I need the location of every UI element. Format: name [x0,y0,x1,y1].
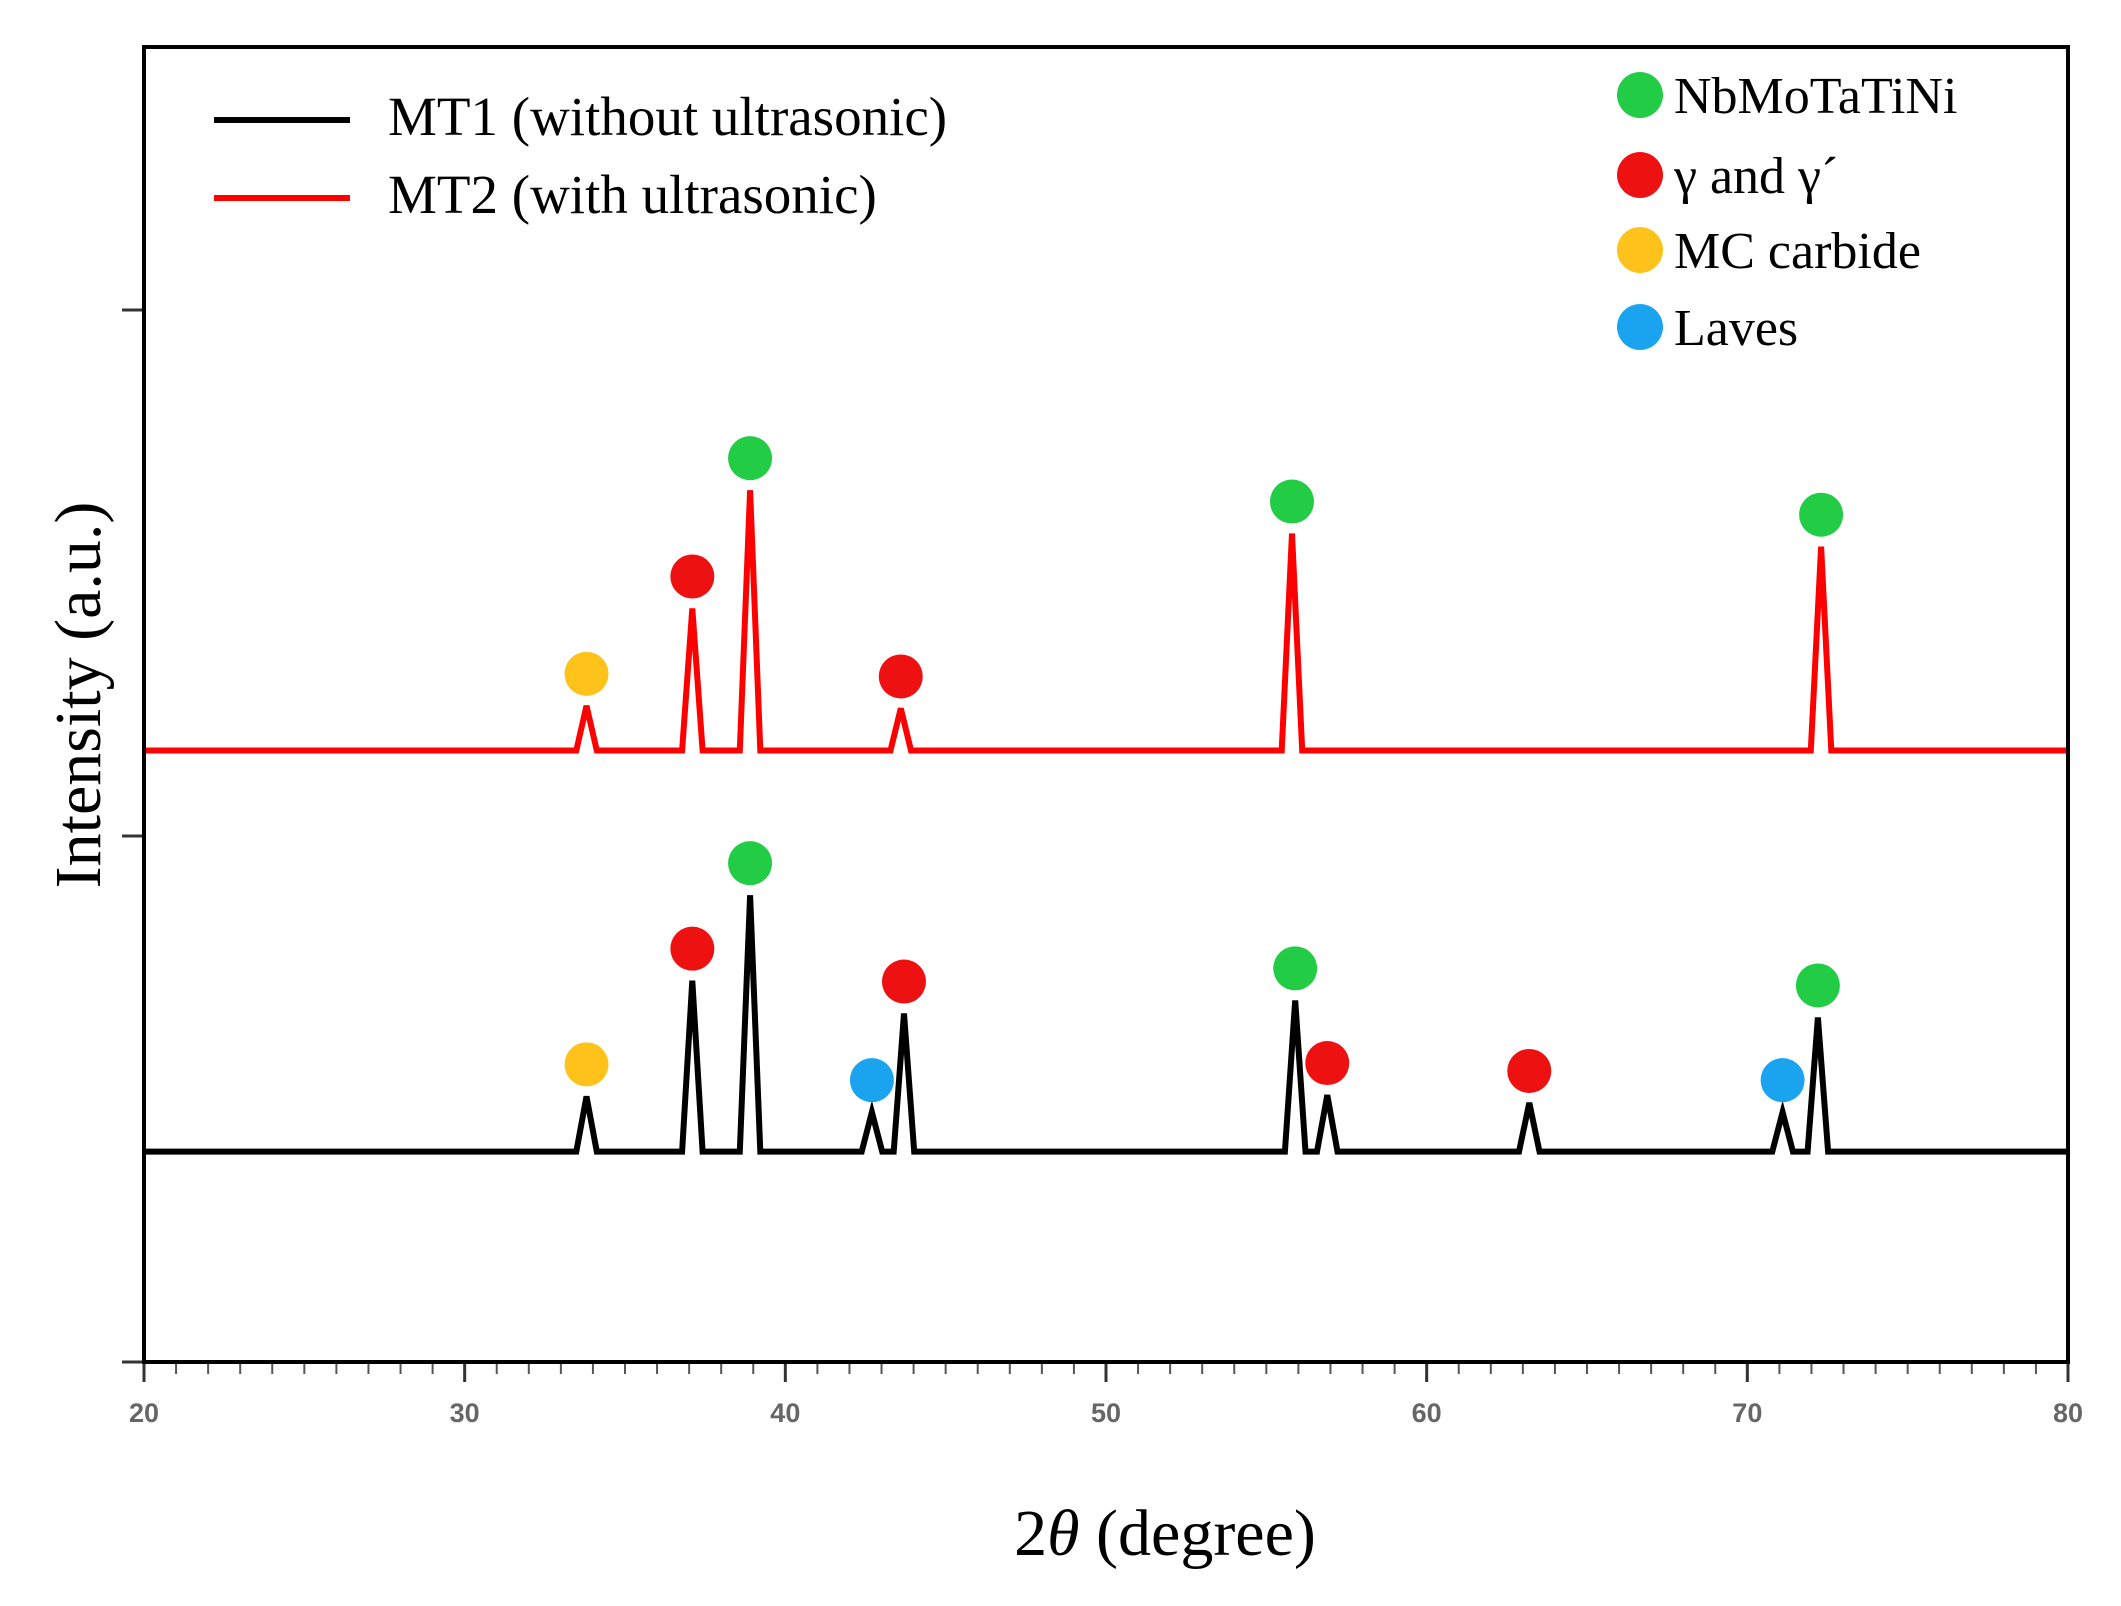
x-tick-label: 30 [450,1398,480,1428]
x-axis-label-theta: θ [1047,1497,1079,1570]
phase-marker-dot [728,841,773,886]
series-legend: MT1 (without ultrasonic) MT2 (with ultra… [214,86,947,225]
phase-legend-dot-laves [1617,304,1663,350]
x-tick-label: 50 [1091,1398,1121,1428]
phase-legend: NbMoTaTiNi γ and γ´ MC carbide Laves [1617,68,1957,357]
phase-marker-dot [881,959,926,1004]
phase-marker-dot [670,554,715,599]
x-tick-labels: 20 30 40 50 60 70 80 [129,1398,2083,1428]
legend-label-mt2: MT2 (with ultrasonic) [388,164,877,225]
x-tick-label: 70 [1732,1398,1762,1428]
x-tick-label: 60 [1412,1398,1442,1428]
y-axis-label: Intensity (a.u.) [42,502,115,889]
phase-marker-dot [1507,1048,1552,1093]
phase-legend-label-laves: Laves [1674,300,1798,357]
phase-legend-label-gamma: γ and γ´ [1673,148,1838,205]
phase-marker-dot [1269,479,1314,524]
y-ticks [122,308,144,1364]
phase-marker-dot [1795,963,1840,1008]
x-tick-label: 40 [770,1398,800,1428]
phase-marker-dot [849,1058,894,1103]
x-axis-label: 2θ (degree) [1014,1497,1316,1570]
phase-legend-dot-mc-carbide [1617,227,1663,273]
phase-markers [564,436,1844,1103]
plot-frame [142,45,2070,1364]
phase-legend-dot-nbmotatini [1617,72,1663,118]
legend-label-mt1: MT1 (without ultrasonic) [388,86,947,147]
series-group [144,490,2068,1155]
x-tick-label: 80 [2053,1398,2083,1428]
phase-marker-dot [1799,492,1844,537]
phase-legend-dot-gamma [1617,152,1663,198]
phase-marker-dot [1273,946,1318,991]
phase-marker-dot [564,1042,609,1087]
series-line-mt2 [144,490,2068,754]
x-tick-label: 20 [129,1398,159,1428]
phase-legend-label-nbmotatini: NbMoTaTiNi [1674,68,1957,125]
phase-marker-dot [670,926,715,971]
x-axis-label-suffix: (degree) [1080,1497,1316,1570]
phase-marker-dot [878,654,923,699]
phase-marker-dot [728,436,773,481]
x-axis-label-prefix: 2 [1014,1497,1047,1570]
phase-marker-dot [1305,1041,1350,1086]
phase-marker-dot [564,651,609,696]
x-major-ticks [142,1362,2070,1382]
phase-marker-dot [1760,1058,1805,1103]
phase-legend-label-mc-carbide: MC carbide [1674,223,1921,280]
series-line-mt1 [144,895,2068,1155]
